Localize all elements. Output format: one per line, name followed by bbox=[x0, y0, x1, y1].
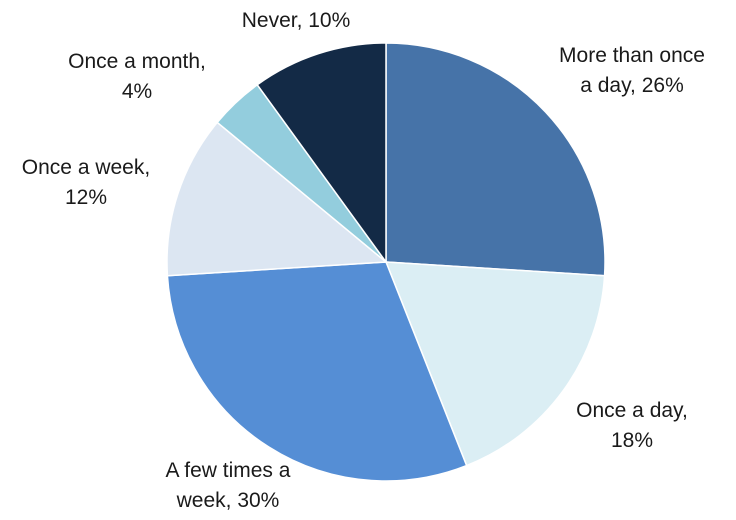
pie-slice-1 bbox=[384, 261, 606, 467]
pie-slices bbox=[166, 42, 606, 482]
slice-label-0: More than once a day, 26% bbox=[559, 44, 705, 97]
pie-slice-0 bbox=[385, 42, 606, 277]
slice-label-line: 12% bbox=[65, 186, 107, 209]
slice-label-line: 4% bbox=[122, 80, 152, 103]
slice-label-line: Once a week, bbox=[22, 156, 150, 179]
slice-label-2: A few times a week, 30% bbox=[166, 459, 291, 512]
slice-label-line: Never, 10% bbox=[242, 9, 351, 32]
pie-slice-3 bbox=[166, 121, 388, 277]
slice-label-line: 18% bbox=[611, 429, 653, 452]
slice-label-line: a day, 26% bbox=[580, 74, 684, 97]
slice-label-3: Once a week, 12% bbox=[22, 156, 150, 209]
slice-label-line: Once a month, bbox=[68, 50, 206, 73]
slice-label-line: A few times a bbox=[166, 459, 291, 482]
pie-slice-2 bbox=[166, 261, 468, 482]
pie-slice-5 bbox=[256, 42, 387, 265]
slice-label-line: More than once bbox=[559, 44, 705, 67]
slice-label-line: week, 30% bbox=[176, 489, 280, 512]
slice-label-5: Never, 10% bbox=[242, 9, 351, 32]
slice-label-line: Once a day, bbox=[576, 399, 688, 422]
slice-label-4: Once a month, 4% bbox=[68, 50, 206, 103]
pie-labels: More than once a day, 26% Once a day, 18% A … bbox=[22, 9, 705, 512]
slice-label-1: Once a day, 18% bbox=[576, 399, 688, 452]
